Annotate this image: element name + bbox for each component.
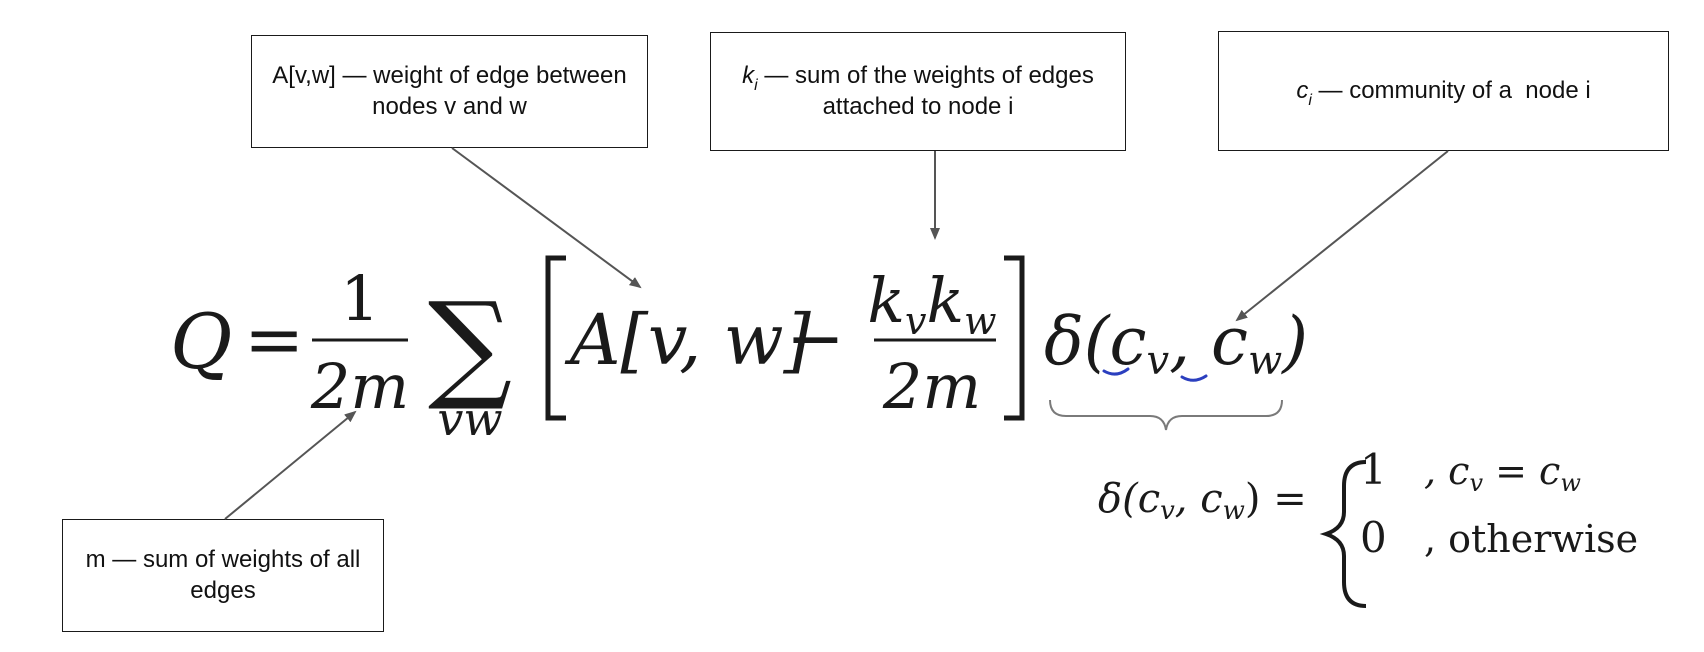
adjacency-weight-note: A[v,w] — weight of edge between nodes v … (251, 35, 648, 148)
underbrace (1049, 399, 1283, 431)
node-community-note: ci — community of a node i (1218, 31, 1669, 151)
case-1-condition: , cv = cw (1424, 449, 1581, 497)
community-subscript: i (1308, 91, 1312, 109)
node-community-note-text: ci — community of a node i (1296, 76, 1591, 109)
delta-definition-lhs-source: δ(cv, cw) = (0, 0, 6, 1)
left-bracket (545, 255, 566, 421)
community-symbol: c (1296, 76, 1309, 104)
fraction-denominator: 2m (310, 350, 409, 423)
degree-description: — sum of the weights of edges attached t… (757, 61, 1094, 120)
equals-sign: = (244, 297, 304, 381)
minus-sign: − (786, 297, 845, 379)
underline-scribble-cv (1102, 367, 1130, 376)
adjacency-arrow (451, 147, 642, 289)
community-arrow (1235, 150, 1449, 322)
degree-product: kvkw (867, 264, 996, 343)
degree-symbol: k (742, 61, 755, 89)
adjacency-weight-note-text: A[v,w] — weight of edge between nodes v … (272, 61, 627, 120)
case-2-value: 0 (1360, 513, 1387, 562)
case-2-condition: , otherwise (1424, 517, 1638, 561)
delta-definition-lhs: δ(cv, cw) = (1098, 476, 1307, 526)
cases-brace (1319, 460, 1367, 608)
case-1-value: 1 (1360, 445, 1387, 494)
modularity-symbol: Q (170, 297, 232, 386)
summation-index: vw (437, 392, 502, 446)
degree-fraction-denominator: 2m (882, 350, 981, 423)
summation-symbol: ∑ (428, 276, 512, 414)
kronecker-delta-term: δ(cv, cw) (1044, 303, 1308, 384)
case-1-condition-source: , cv = cw (0, 0, 5, 1)
kronecker-delta-source: δ(cv, cw) (0, 0, 5, 1)
total-weight-note-text: m — sum of weights of all edges (85, 545, 361, 604)
adjacency-term: A[v, w] (564, 299, 812, 381)
degree-product-source: kvkw (0, 0, 3, 1)
node-degree-note-text: ki — sum of the weights of edges attache… (721, 61, 1114, 122)
total-weight-note: m — sum of weights of all edges (62, 519, 384, 632)
community-description: — community of a node i (1311, 76, 1591, 104)
degree-subscript: i (754, 76, 758, 94)
node-degree-note: ki — sum of the weights of edges attache… (710, 32, 1126, 151)
underline-scribble-cw (1180, 374, 1208, 382)
total-weight-arrow (224, 410, 357, 520)
fraction-numerator: 1 (340, 262, 379, 335)
right-bracket (1004, 255, 1025, 421)
